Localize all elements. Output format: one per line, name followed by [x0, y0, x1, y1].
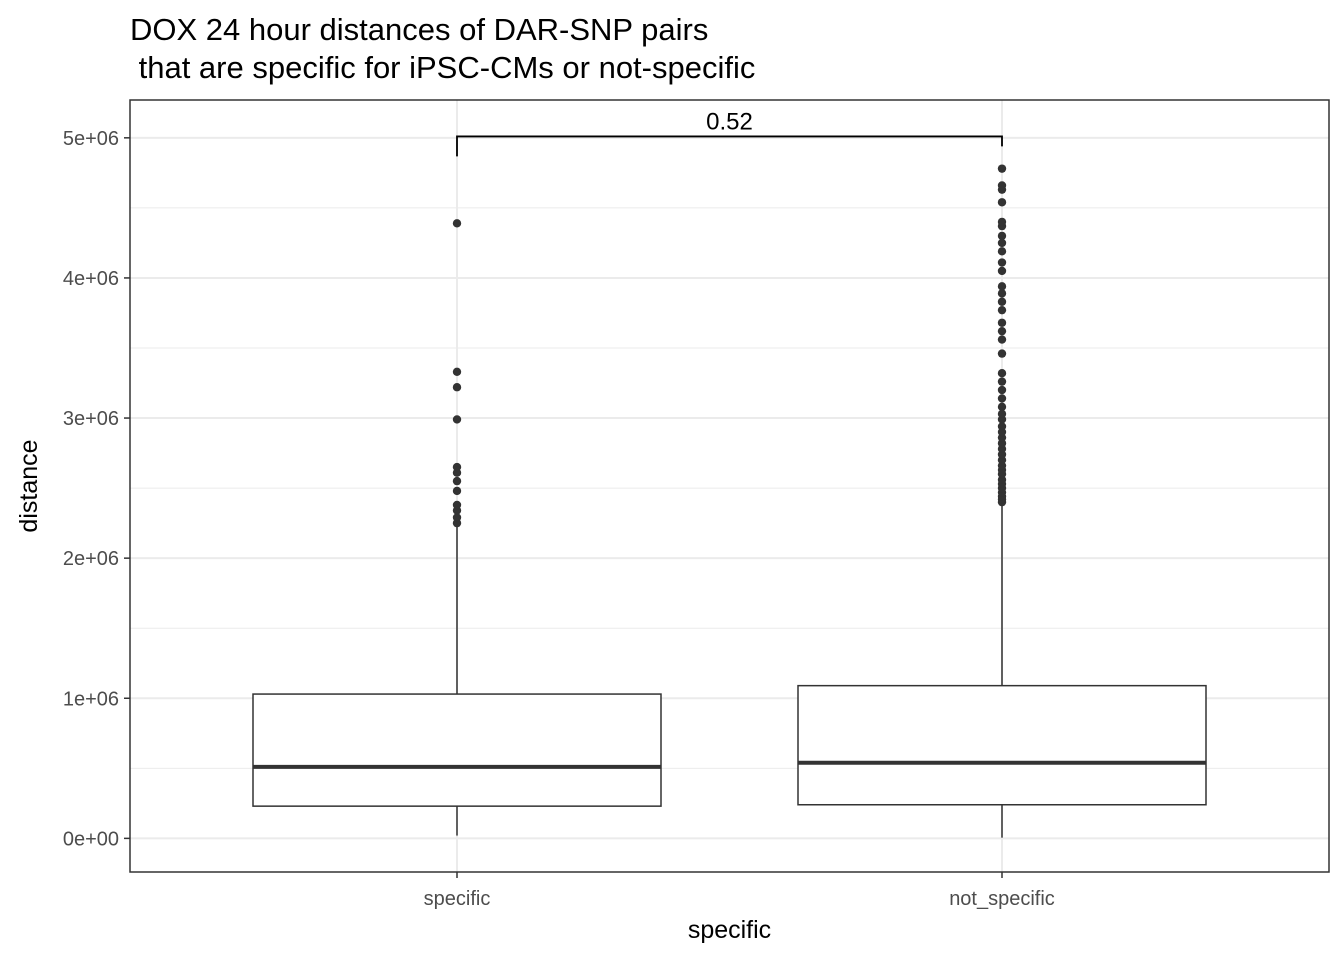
- x-tick-label: specific: [424, 888, 491, 910]
- y-tick-label: 1e+06: [63, 688, 119, 710]
- x-tick-label: not_specific: [949, 888, 1055, 910]
- outlier-point: [997, 247, 1007, 256]
- outlier-point: [997, 402, 1007, 412]
- outlier-point: [452, 486, 462, 496]
- outlier-point: [452, 462, 462, 472]
- outlier-point: [997, 164, 1007, 173]
- outlier-point: [997, 305, 1007, 315]
- significance-bracket: 0.52: [456, 108, 1003, 157]
- outlier-point: [997, 369, 1007, 378]
- outlier-point: [997, 394, 1007, 403]
- outlier-point: [452, 383, 462, 392]
- outlier-point: [997, 349, 1007, 358]
- plot-panel-border: [129, 99, 1330, 873]
- outlier-point: [997, 282, 1007, 291]
- y-tick-label: 0e+00: [63, 828, 119, 850]
- outlier-point: [997, 266, 1007, 276]
- outlier-point: [997, 318, 1007, 327]
- outlier-point: [997, 409, 1007, 419]
- outlier-point: [997, 377, 1007, 386]
- bracket-p-value-label: 0.52: [706, 108, 753, 135]
- outlier-point: [997, 231, 1007, 241]
- box-iqr: [797, 684, 1207, 806]
- outlier-point: [997, 326, 1007, 336]
- bracket-line: [456, 135, 1003, 157]
- outlier-point: [452, 500, 462, 510]
- box-not_specific: [797, 164, 1207, 838]
- x-axis: specific not_specific: [424, 872, 1055, 910]
- outlier-point: [997, 289, 1007, 298]
- outlier-point: [997, 297, 1007, 306]
- outlier-point: [452, 415, 462, 424]
- y-tick-label: 3e+06: [63, 408, 119, 430]
- y-axis-title: distance: [15, 439, 43, 532]
- box-specific: [252, 219, 662, 836]
- box-iqr: [252, 693, 662, 807]
- outlier-point: [997, 181, 1007, 190]
- outlier-point: [452, 476, 462, 486]
- outlier-point: [997, 198, 1007, 207]
- y-tick-label: 4e+06: [63, 268, 119, 290]
- outlier-point: [997, 335, 1007, 344]
- y-tick-label: 5e+06: [63, 128, 119, 150]
- chart-title-line-1: DOX 24 hour distances of DAR-SNP pairs: [130, 12, 708, 47]
- y-axis: 0e+00 1e+06 2e+06 3e+06 4e+06 5e+06: [63, 128, 130, 850]
- outlier-point: [997, 422, 1007, 431]
- x-axis-title: specific: [688, 916, 771, 944]
- y-tick-label: 2e+06: [63, 548, 119, 570]
- outlier-point: [452, 513, 462, 522]
- outlier-point: [452, 367, 462, 377]
- chart-title-line-2: that are specific for iPSC-CMs or not-sp…: [130, 50, 755, 85]
- outlier-point: [997, 217, 1007, 227]
- outlier-point: [997, 385, 1007, 395]
- boxes-layer: [252, 164, 1207, 838]
- outlier-point: [997, 258, 1007, 267]
- outlier-point: [452, 219, 462, 228]
- outlier-point: [997, 238, 1007, 248]
